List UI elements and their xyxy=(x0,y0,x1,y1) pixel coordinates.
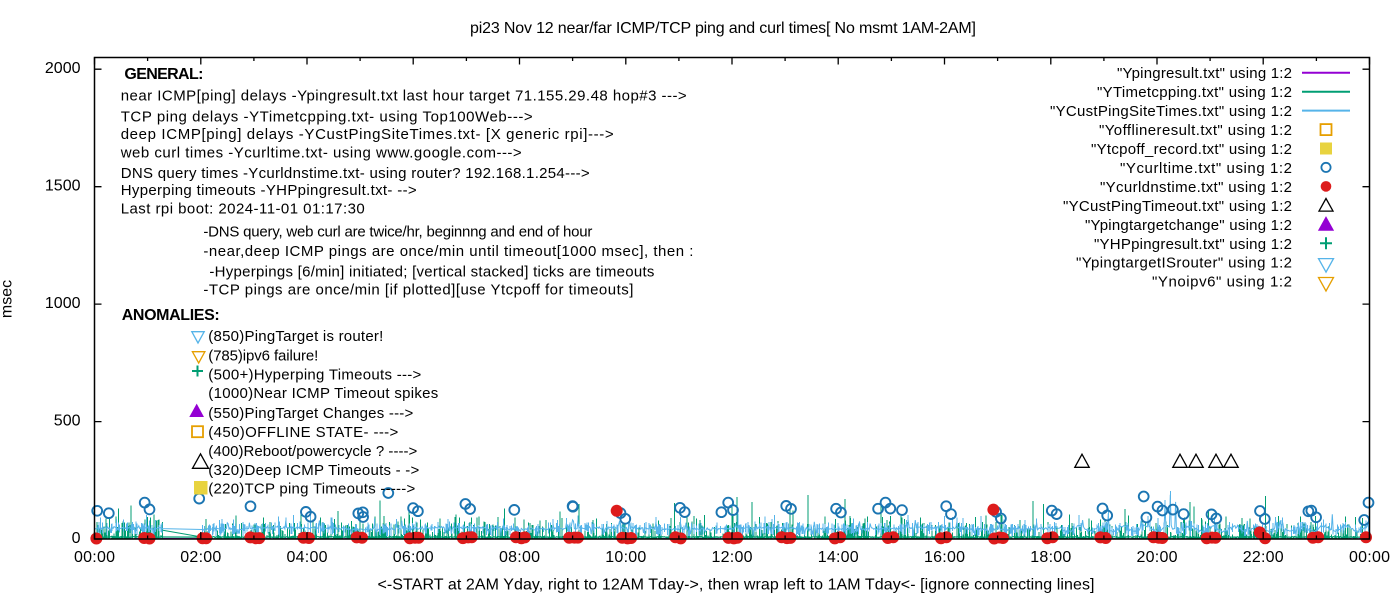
svg-text:Last rpi boot: 2024-11-01 01:1: Last rpi boot: 2024-11-01 01:17:30 xyxy=(121,200,365,217)
svg-text:"Ypingtargetchange" using 1:2: "Ypingtargetchange" using 1:2 xyxy=(1085,217,1292,234)
svg-text:10:00: 10:00 xyxy=(605,549,646,566)
svg-text:<-START at 2AM Yday, right to: <-START at 2AM Yday, right to 12AM Tday-… xyxy=(378,577,1095,594)
svg-text:pi23 Nov 12 near/far ICMP/TCP: pi23 Nov 12 near/far ICMP/TCP ping and c… xyxy=(470,20,976,37)
svg-text:12:00: 12:00 xyxy=(712,549,753,566)
svg-text:deep ICMP[ping] delays -YCustP: deep ICMP[ping] delays -YCustPingSiteTim… xyxy=(121,126,614,143)
svg-text:GENERAL:: GENERAL: xyxy=(124,66,203,83)
svg-text:2000: 2000 xyxy=(45,60,81,77)
svg-text:TCP ping delays -YTimetcpping.: TCP ping delays -YTimetcpping.txt- using… xyxy=(121,109,533,126)
svg-text:02:00: 02:00 xyxy=(180,549,221,566)
svg-text:06:00: 06:00 xyxy=(393,549,434,566)
svg-text:(220)TCP ping Timeouts ----->: (220)TCP ping Timeouts -----> xyxy=(208,481,415,498)
svg-text:(550)PingTarget Changes --->: (550)PingTarget Changes ---> xyxy=(208,405,413,422)
svg-text:"YCustPingSiteTimes.txt" using: "YCustPingSiteTimes.txt" using 1:2 xyxy=(1050,103,1292,120)
svg-text:(850)PingTarget is router!: (850)PingTarget is router! xyxy=(208,328,383,345)
svg-text:00:00: 00:00 xyxy=(1349,549,1390,566)
svg-text:web curl times -Ycurltime.txt-: web curl times -Ycurltime.txt- using www… xyxy=(120,145,522,162)
svg-text:"YHPpingresult.txt" using 1:2: "YHPpingresult.txt" using 1:2 xyxy=(1094,236,1292,253)
svg-text:1000: 1000 xyxy=(45,295,81,312)
svg-text:(450)OFFLINE STATE- --->: (450)OFFLINE STATE- ---> xyxy=(208,424,398,441)
svg-text:20:00: 20:00 xyxy=(1137,549,1178,566)
svg-text:-DNS query, web curl are twice: -DNS query, web curl are twice/hr, begin… xyxy=(203,224,592,241)
svg-text:(785)ipv6 failure!: (785)ipv6 failure! xyxy=(208,348,318,365)
svg-text:"Yofflineresult.txt" using 1:2: "Yofflineresult.txt" using 1:2 xyxy=(1099,122,1292,139)
svg-text:(1000)Near ICMP Timeout spikes: (1000)Near ICMP Timeout spikes xyxy=(208,385,438,402)
svg-text:"YCustPingTimeout.txt" using 1: "YCustPingTimeout.txt" using 1:2 xyxy=(1063,198,1292,215)
svg-text:1500: 1500 xyxy=(45,178,81,195)
svg-text:00:00: 00:00 xyxy=(74,549,115,566)
svg-text:-TCP pings are once/min [if pl: -TCP pings are once/min [if plotted][use… xyxy=(203,281,633,298)
svg-text:"Ynoipv6" using 1:2: "Ynoipv6" using 1:2 xyxy=(1152,274,1292,291)
svg-text:(400)Reboot/powercycle ? ---->: (400)Reboot/powercycle ? ----> xyxy=(208,443,417,460)
svg-text:ANOMALIES:: ANOMALIES: xyxy=(122,307,220,324)
svg-text:"YTimetcpping.txt" using 1:2: "YTimetcpping.txt" using 1:2 xyxy=(1097,84,1292,101)
svg-text:0: 0 xyxy=(72,530,81,547)
svg-text:DNS query times -Ycurldnstime.: DNS query times -Ycurldnstime.txt- using… xyxy=(121,165,590,182)
svg-text:14:00: 14:00 xyxy=(818,549,859,566)
svg-text:500: 500 xyxy=(54,413,81,430)
svg-text:"Ytcpoff_record.txt" using 1:2: "Ytcpoff_record.txt" using 1:2 xyxy=(1091,141,1292,158)
svg-text:04:00: 04:00 xyxy=(287,549,328,566)
svg-text:near ICMP[ping] delays -Ypingr: near ICMP[ping] delays -Ypingresult.txt … xyxy=(121,88,687,105)
svg-text:-Hyperpings [6/min] initiated;: -Hyperpings [6/min] initiated; [vertical… xyxy=(209,263,654,280)
svg-text:"Ypingresult.txt" using 1:2: "Ypingresult.txt" using 1:2 xyxy=(1117,65,1292,82)
svg-text:"Ycurltime.txt" using 1:2: "Ycurltime.txt" using 1:2 xyxy=(1120,160,1292,177)
svg-text:msec: msec xyxy=(0,280,16,318)
svg-text:-near,deep ICMP pings are once: -near,deep ICMP pings are once/min until… xyxy=(203,243,693,260)
svg-text:(500+)Hyperping Timeouts --->: (500+)Hyperping Timeouts ---> xyxy=(208,367,421,384)
svg-text:(320)Deep ICMP Timeouts - ->: (320)Deep ICMP Timeouts - -> xyxy=(208,462,419,479)
svg-text:16:00: 16:00 xyxy=(924,549,965,566)
svg-text:"YpingtargetISrouter" using 1:: "YpingtargetISrouter" using 1:2 xyxy=(1076,255,1292,272)
svg-text:"Ycurldnstime.txt" using 1:2: "Ycurldnstime.txt" using 1:2 xyxy=(1100,179,1292,196)
svg-text:22:00: 22:00 xyxy=(1243,549,1284,566)
svg-text:Hyperping timeouts -YHPpingres: Hyperping timeouts -YHPpingresult.txt- -… xyxy=(121,182,417,199)
svg-text:18:00: 18:00 xyxy=(1030,549,1071,566)
svg-text:08:00: 08:00 xyxy=(499,549,540,566)
